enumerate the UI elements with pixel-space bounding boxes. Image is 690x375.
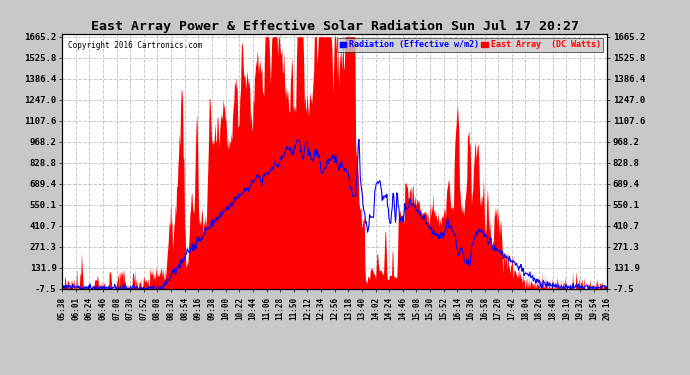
Title: East Array Power & Effective Solar Radiation Sun Jul 17 20:27: East Array Power & Effective Solar Radia… [90, 20, 579, 33]
Legend: Radiation (Effective w/m2), East Array  (DC Watts): Radiation (Effective w/m2), East Array (… [337, 38, 603, 52]
Text: Copyright 2016 Cartronics.com: Copyright 2016 Cartronics.com [68, 41, 201, 50]
